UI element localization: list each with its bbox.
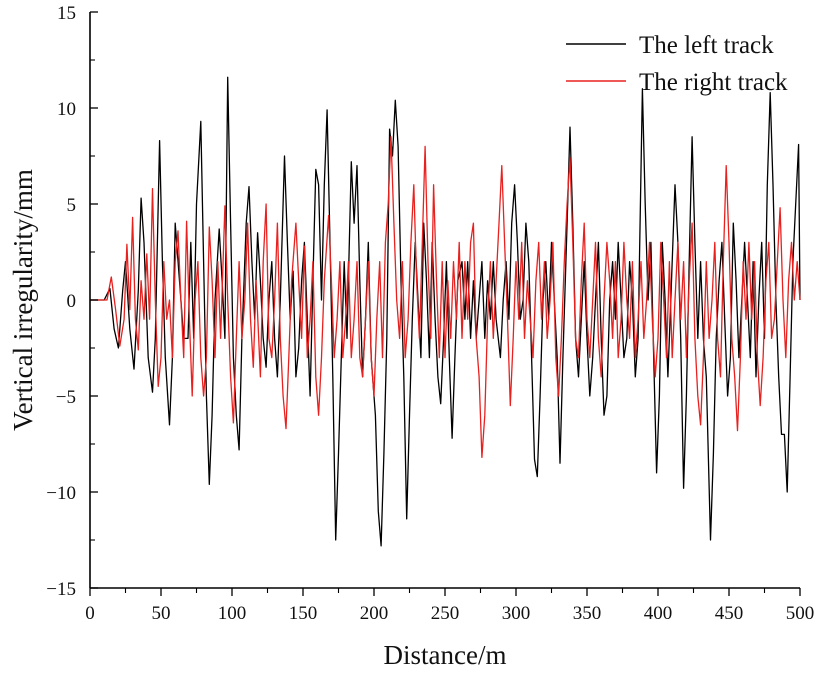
y-tick-label: 10	[57, 99, 76, 120]
x-tick-label: 350	[573, 603, 602, 624]
x-tick-label: 200	[360, 603, 389, 624]
y-tick-label: −5	[56, 387, 76, 408]
x-tick-label: 0	[85, 603, 95, 624]
y-tick-label: 15	[57, 3, 76, 24]
x-tick-label: 400	[644, 603, 673, 624]
x-tick-label: 500	[786, 603, 815, 624]
y-tick-label: 0	[67, 291, 77, 312]
y-axis-title: Vertical irregularity/mm	[8, 169, 38, 431]
x-tick-label: 450	[715, 603, 744, 624]
legend-label: The right track	[639, 69, 788, 96]
series-line-left-track	[90, 76, 801, 547]
x-tick-label: 300	[502, 603, 531, 624]
legend: The left track The right track	[566, 32, 788, 96]
x-tick-label: 150	[289, 603, 318, 624]
x-tick-label: 250	[431, 603, 460, 624]
x-tick-label: 100	[218, 603, 247, 624]
ticks-group: 0 50 100 150 200 250 300 350 400 450 500 −15 −10 −5 0 5…	[46, 3, 814, 624]
series-line-right-track	[90, 136, 801, 459]
x-axis-title: Distance/m	[384, 640, 507, 670]
plot-series-group	[90, 76, 801, 547]
y-tick-label: −10	[46, 483, 76, 504]
legend-label: The left track	[639, 32, 774, 59]
x-tick-label: 50	[152, 603, 171, 624]
y-tick-label: −15	[46, 579, 76, 600]
y-tick-label: 5	[67, 195, 77, 216]
